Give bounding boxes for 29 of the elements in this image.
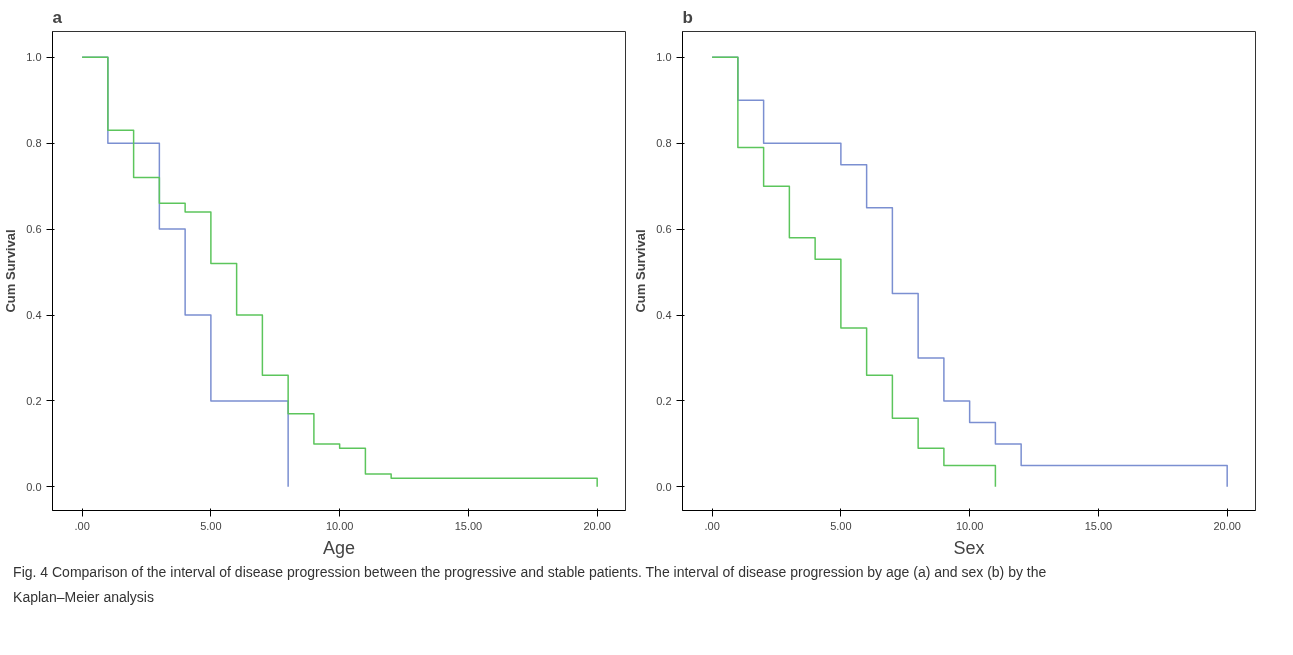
x-tick-label: 15.00: [1084, 519, 1113, 532]
x-axis-title: Sex: [953, 537, 985, 558]
x-tick-label: 20.00: [1213, 519, 1241, 532]
x-tick-label: .00: [704, 519, 720, 532]
x-tick-label: 15.00: [454, 519, 483, 532]
x-tick-label: 20.00: [583, 519, 611, 532]
y-tick-label: 0.4: [26, 309, 42, 322]
x-tick-label: .00: [74, 519, 90, 532]
y-tick-label: 0.0: [26, 480, 42, 493]
y-axis-title: Cum Survival: [3, 229, 19, 313]
y-tick-label: 1.0: [656, 51, 672, 64]
x-tick-label: 10.00: [955, 519, 984, 532]
y-tick-label: 0.8: [26, 137, 42, 150]
x-axis-title: Age: [322, 537, 356, 558]
x-tick-label: 5.00: [830, 519, 852, 532]
chart-title: a: [52, 7, 63, 27]
chart-title: b: [682, 7, 693, 27]
x-tick-label: 10.00: [325, 519, 354, 532]
y-tick-label: 0.2: [656, 394, 672, 407]
x-tick-label: 5.00: [200, 519, 222, 532]
y-axis-title: Cum Survival: [633, 229, 649, 313]
y-tick-label: 0.2: [26, 394, 42, 407]
caption: Fig. 4 Comparison of the interval of disease progression between the progressive and stable patients. The interval of disease progression by age (a) and sex (b) by the Kaplan–Meier analysis: [13, 563, 1047, 605]
y-tick-label: 0.4: [656, 309, 672, 322]
y-tick-label: 0.0: [656, 480, 672, 493]
y-tick-label: 0.8: [656, 137, 672, 150]
y-tick-label: 0.6: [656, 223, 672, 236]
y-tick-label: 0.6: [26, 223, 42, 236]
y-tick-label: 1.0: [26, 51, 42, 64]
